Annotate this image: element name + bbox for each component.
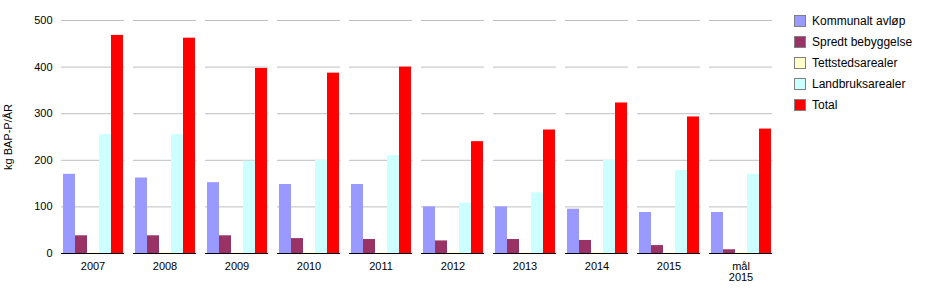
svg-text:2015: 2015 (657, 260, 681, 272)
svg-text:2012: 2012 (441, 260, 465, 272)
svg-text:400: 400 (34, 61, 52, 73)
html-text:Kommunalt avløp: Kommunalt avløp (812, 14, 906, 28)
svg-text:2008: 2008 (153, 260, 177, 272)
svg-text:2007: 2007 (81, 260, 105, 272)
svg-text:2010: 2010 (297, 260, 321, 272)
svg-text:2013: 2013 (513, 260, 537, 272)
svg-text:2011: 2011 (369, 260, 393, 272)
svg-text:2009: 2009 (225, 260, 249, 272)
svg-text:2014: 2014 (585, 260, 609, 272)
svg-text:0: 0 (46, 247, 52, 259)
svg-text:200: 200 (34, 154, 52, 166)
svg-text:100: 100 (34, 200, 52, 212)
svg-text:kg BAP-P/ÅR: kg BAP-P/ÅR (2, 104, 14, 170)
svg-text:500: 500 (34, 14, 52, 26)
html-text:Total: Total (812, 98, 838, 112)
svg-text:mål2015: mål2015 (729, 260, 753, 283)
svg-text:300: 300 (34, 107, 52, 119)
html-text:Tettstedsarealer: Tettstedsarealer (812, 56, 898, 70)
html-text:Landbruksarealer: Landbruksarealer (812, 77, 906, 91)
html-text:Spredt bebyggelse: Spredt bebyggelse (812, 35, 913, 49)
